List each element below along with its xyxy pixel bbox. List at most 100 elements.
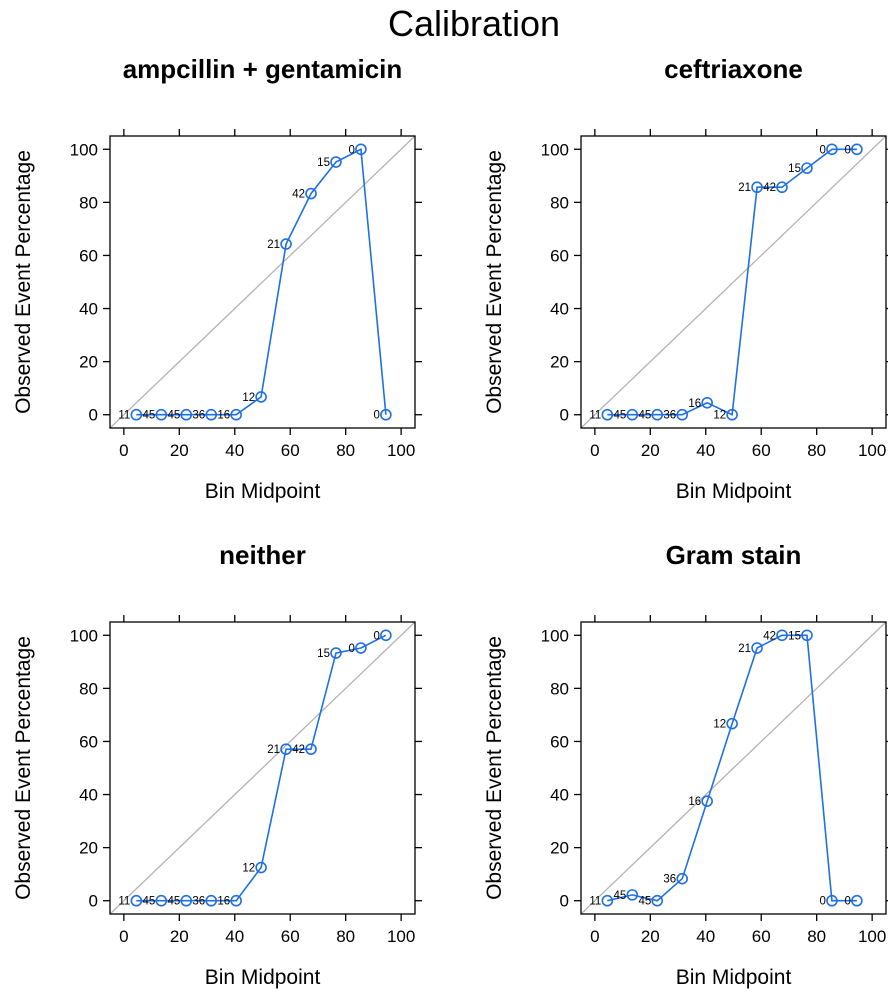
point-count-label: 0	[373, 410, 379, 422]
point-count-label: 0	[820, 144, 826, 156]
point-count-label: 16	[688, 398, 701, 410]
y-tick-label: 0	[89, 406, 98, 425]
data-point	[255, 861, 267, 874]
x-tick-label: 80	[807, 441, 826, 460]
point-count-label: 21	[738, 643, 751, 655]
data-point	[701, 396, 713, 409]
point-count-label: 16	[688, 796, 701, 808]
point-count-label: 36	[192, 410, 205, 422]
data-point	[651, 894, 664, 907]
data-point	[751, 642, 763, 654]
point-count-label: 45	[167, 896, 180, 908]
point-count-label: 45	[142, 896, 155, 908]
y-tick-label: 60	[79, 246, 98, 265]
x-axis-label: Bin Midpoint	[205, 966, 321, 989]
data-point	[130, 408, 143, 421]
data-point	[355, 642, 367, 654]
data-point	[726, 717, 738, 730]
calibration-line	[607, 148, 857, 416]
data-point	[701, 795, 713, 807]
point-count-label: 11	[589, 410, 601, 422]
point-count-label: 12	[713, 719, 726, 731]
figure-title: Calibration	[388, 3, 560, 44]
reference-line	[581, 622, 886, 914]
data-point	[205, 894, 218, 907]
point-count-label: 45	[167, 410, 180, 422]
data-point	[851, 143, 863, 156]
data-point	[230, 408, 242, 421]
point-count-label: 12	[242, 863, 255, 875]
data-point	[676, 408, 689, 421]
y-tick-label: 100	[541, 140, 569, 159]
y-tick-label: 20	[550, 839, 569, 858]
y-tick-label: 40	[550, 786, 569, 805]
x-tick-label: 60	[752, 441, 771, 460]
y-tick-label: 40	[79, 786, 98, 805]
data-point	[205, 408, 218, 421]
data-point	[380, 629, 392, 642]
x-tick-label: 20	[641, 441, 660, 460]
data-point	[651, 408, 664, 421]
x-tick-label: 40	[696, 441, 715, 460]
x-tick-label: 100	[387, 441, 415, 460]
calibration-panel-2: ceftriaxone 0 20 40 60 80 100 0 20 40 60 80 100 Bin M…	[483, 54, 888, 503]
point-count-label: 42	[292, 189, 305, 201]
reference-line	[581, 136, 886, 428]
data-point	[826, 894, 838, 907]
point-count-label: 45	[638, 896, 651, 908]
point-count-label: 45	[638, 410, 651, 422]
y-axis-label: Observed Event Percentage	[12, 150, 35, 414]
data-point	[380, 408, 392, 421]
point-count-label: 45	[613, 890, 626, 902]
data-point	[626, 889, 639, 901]
point-count-label: 15	[317, 648, 330, 660]
data-point	[801, 162, 813, 174]
data-point	[626, 408, 639, 421]
calibration-panel-4: Gram stain 0 20 40 60 80 100 0 20 40 60 80 100 Bin Mi…	[483, 540, 888, 989]
data-point	[826, 143, 838, 156]
y-axis-label: Observed Event Percentage	[483, 636, 506, 900]
y-tick-label: 60	[550, 246, 569, 265]
data-point	[676, 872, 689, 885]
x-tick-label: 60	[281, 927, 300, 946]
plot-frame	[580, 135, 887, 429]
point-count-label: 15	[788, 630, 801, 642]
data-point	[255, 391, 267, 403]
data-point	[851, 894, 863, 907]
point-count-label: 42	[763, 182, 776, 194]
data-point	[776, 181, 788, 194]
data-point	[355, 143, 367, 156]
x-tick-label: 0	[119, 927, 128, 946]
x-tick-label: 40	[225, 927, 244, 946]
calibration-panel-1: ampcillin + gentamicin 0 20 40 60 80 100 0 20 40 6…	[12, 54, 422, 503]
point-count-label: 0	[844, 144, 850, 156]
data-point	[601, 408, 614, 421]
y-tick-label: 20	[79, 839, 98, 858]
point-count-label: 45	[613, 410, 626, 422]
x-tick-label: 80	[336, 927, 355, 946]
point-count-label: 36	[663, 410, 676, 422]
y-tick-label: 80	[79, 193, 98, 212]
point-count-label: 21	[267, 744, 280, 756]
point-count-label: 16	[217, 896, 230, 908]
y-tick-label: 100	[541, 626, 569, 645]
point-count-label: 12	[242, 392, 255, 404]
point-count-label: 15	[788, 163, 801, 175]
data-point	[155, 894, 168, 907]
panel-title: ampcillin + gentamicin	[123, 54, 403, 84]
x-tick-label: 0	[590, 927, 599, 946]
data-point	[155, 408, 168, 421]
x-tick-label: 0	[119, 441, 128, 460]
calibration-line	[136, 148, 387, 416]
point-count-label: 0	[844, 896, 850, 908]
data-point	[801, 629, 813, 642]
data-point	[601, 894, 614, 907]
x-tick-label: 100	[858, 927, 886, 946]
y-tick-label: 100	[70, 626, 98, 645]
y-axis-label: Observed Event Percentage	[12, 636, 35, 900]
point-count-label: 16	[217, 410, 230, 422]
point-count-label: 21	[738, 182, 751, 194]
data-point	[305, 187, 317, 200]
x-tick-label: 60	[281, 441, 300, 460]
